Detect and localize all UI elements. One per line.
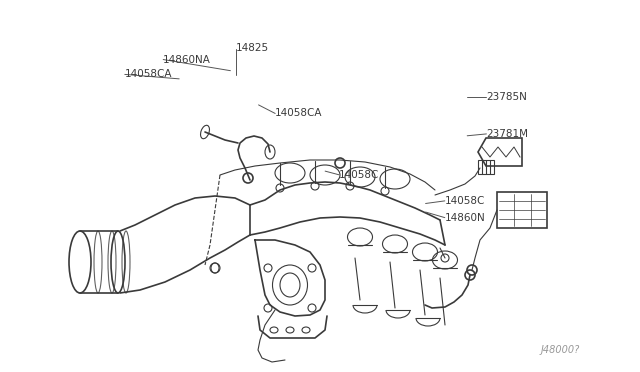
Text: 14058CA: 14058CA	[275, 109, 323, 118]
Text: J48000?: J48000?	[541, 345, 580, 355]
Bar	[497, 192, 547, 228]
Text: 23785N: 23785N	[486, 92, 527, 102]
Text: 14058CA: 14058CA	[125, 70, 172, 79]
Text: 23781M: 23781M	[486, 129, 529, 139]
Text: 14860NA: 14860NA	[163, 55, 211, 64]
Text: 14058C: 14058C	[445, 196, 485, 206]
Text: 14058C: 14058C	[339, 170, 380, 180]
Bar	[478, 160, 494, 174]
Text: 14825: 14825	[236, 44, 269, 53]
Text: 14860N: 14860N	[445, 213, 486, 222]
